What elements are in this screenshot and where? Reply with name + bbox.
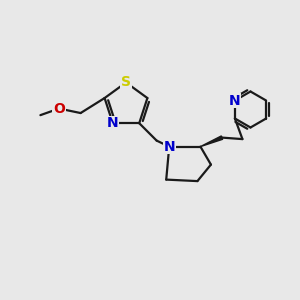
Text: N: N: [229, 94, 241, 107]
Text: O: O: [53, 101, 65, 116]
Text: S: S: [121, 76, 131, 89]
Text: N: N: [164, 140, 175, 154]
Polygon shape: [200, 136, 223, 147]
Text: N: N: [107, 116, 118, 130]
